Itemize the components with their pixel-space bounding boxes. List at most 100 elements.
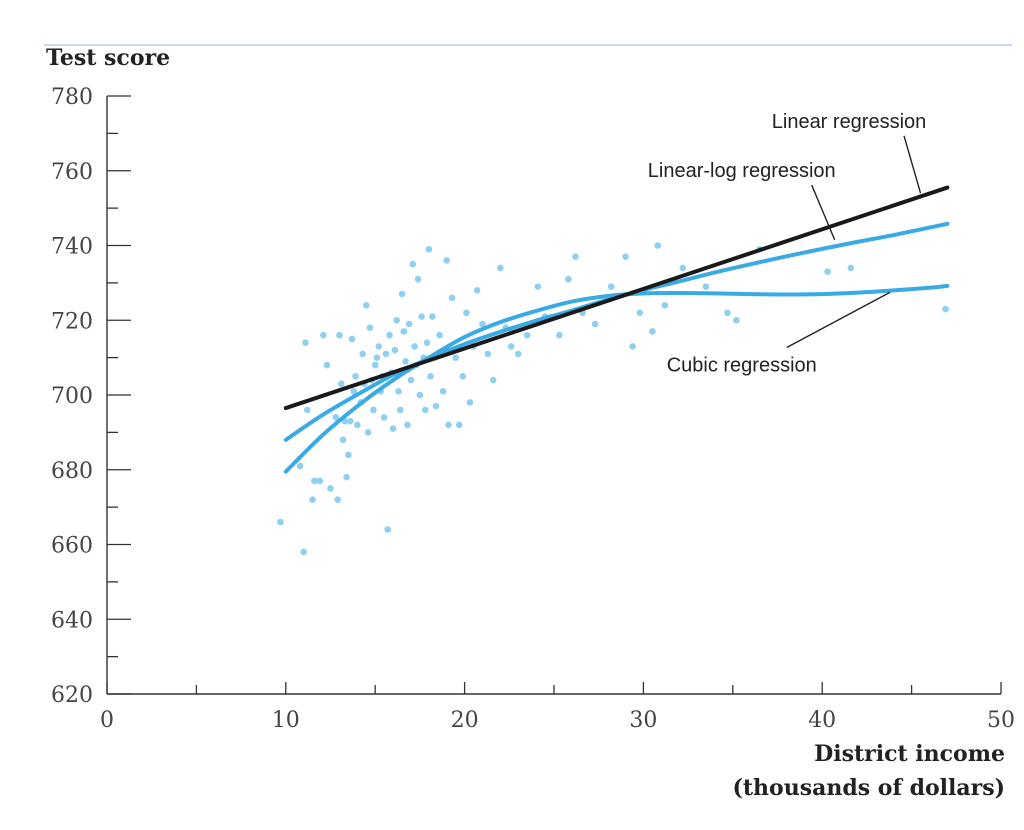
- scatter-point: [414, 275, 422, 283]
- scatter-point: [824, 268, 831, 275]
- scatter-point: [345, 451, 352, 459]
- y-axis-label: Test score: [46, 45, 170, 71]
- scatter-point: [661, 302, 669, 309]
- x-tick-label: 40: [808, 708, 836, 733]
- x-axis: 0 10 20 30 40 50: [100, 682, 1015, 733]
- scatter-point: [380, 414, 388, 421]
- scatter-point: [479, 320, 486, 328]
- scatter-point: [396, 406, 404, 414]
- annotations: Linear regression Linear-log regression Cu…: [648, 111, 926, 377]
- y-tick-label: 660: [51, 534, 93, 559]
- scatter-point: [497, 264, 504, 272]
- scatter-point: [404, 421, 411, 429]
- scatter-point: [416, 391, 424, 399]
- y-tick-label: 760: [51, 160, 93, 185]
- x-tick-label: 20: [451, 708, 479, 733]
- scatter-point: [455, 421, 463, 429]
- scatter-point: [348, 335, 356, 343]
- scatter-point: [311, 477, 318, 485]
- y-tick-label: 700: [51, 384, 93, 409]
- scatter-point: [443, 257, 451, 264]
- scatter-point: [484, 350, 492, 358]
- scatter-point: [622, 253, 629, 261]
- scatter-point: [425, 245, 433, 253]
- scatter-point: [336, 331, 343, 339]
- scatter-point: [303, 406, 311, 414]
- scatter-point: [384, 526, 392, 533]
- scatter-point: [607, 283, 615, 290]
- scatter-point: [466, 399, 474, 406]
- cubic-regression-leader-line: [786, 291, 891, 349]
- scatter-point: [346, 417, 354, 425]
- scatter-point: [405, 320, 413, 328]
- scatter-point: [463, 309, 470, 317]
- y-tick-label: 620: [51, 683, 93, 708]
- scatter-point: [556, 331, 563, 339]
- scatter-point: [277, 518, 284, 526]
- scatter-point: [386, 331, 393, 339]
- scatter-point: [362, 302, 370, 309]
- linear-regression-label: Linear regression: [772, 111, 927, 133]
- scatter-point: [320, 331, 327, 339]
- scatter-point: [391, 346, 399, 354]
- y-tick-label: 720: [51, 309, 93, 334]
- scatter-point: [339, 436, 347, 444]
- scatter-point: [847, 264, 855, 272]
- scatter-point: [523, 331, 531, 339]
- scatter-point: [423, 339, 431, 346]
- scatter-point: [375, 343, 383, 350]
- scatter-point: [654, 242, 662, 249]
- scatter-point: [421, 406, 429, 414]
- x-tick-label: 30: [629, 708, 657, 733]
- scatter-point: [445, 421, 452, 429]
- scatter-point: [407, 376, 415, 384]
- scatter-point: [514, 350, 522, 358]
- x-tick-label: 10: [272, 708, 300, 733]
- x-tick-label: 0: [100, 708, 114, 733]
- scatter-point: [332, 414, 340, 421]
- scatter-point: [370, 406, 377, 414]
- scatter-point: [636, 309, 644, 317]
- regression-lines: [283, 185, 950, 474]
- scatter-point: [334, 496, 341, 503]
- scatter-point: [300, 548, 307, 556]
- scatter-point: [296, 462, 304, 470]
- scatter-point: [409, 260, 417, 268]
- y-axis: 620 640 660 680 700 720 740 760 780: [51, 85, 131, 708]
- scatter-point: [942, 305, 949, 313]
- y-tick-label: 640: [51, 608, 93, 633]
- scatter-point: [316, 477, 324, 485]
- scatter-points: [277, 242, 949, 556]
- y-tick-label: 680: [51, 459, 93, 484]
- scatter-point: [359, 350, 366, 358]
- scatter-point: [327, 485, 334, 492]
- scatter-point: [400, 328, 408, 335]
- scatter-point: [343, 473, 350, 481]
- x-axis-label-line1: District income: [814, 741, 1005, 767]
- y-tick-label: 780: [51, 85, 93, 110]
- scatter-point: [364, 429, 372, 436]
- scatter-point: [398, 290, 406, 298]
- scatter-point: [309, 496, 316, 503]
- y-tick-label: 740: [51, 235, 93, 260]
- scatter-point: [702, 283, 710, 290]
- scatter-point: [418, 313, 425, 320]
- x-axis-label-line2: (thousands of dollars): [732, 775, 1005, 801]
- scatter-point: [323, 361, 331, 369]
- scatter-point: [395, 387, 402, 395]
- scatter-point: [565, 275, 572, 283]
- scatter-point: [439, 387, 447, 395]
- scatter-point: [337, 380, 345, 388]
- scatter-point: [436, 331, 443, 339]
- scatter-point: [354, 421, 361, 429]
- scatter-point: [507, 343, 515, 350]
- scatter-point: [389, 425, 397, 432]
- scatter-point: [352, 373, 359, 380]
- scatter-point: [649, 328, 656, 335]
- linear-log-regression-leader-line: [811, 184, 836, 241]
- scatter-point: [534, 283, 542, 290]
- scatter-point: [373, 354, 381, 361]
- scatter-point: [371, 361, 379, 369]
- linear-log-regression-line: [283, 221, 950, 442]
